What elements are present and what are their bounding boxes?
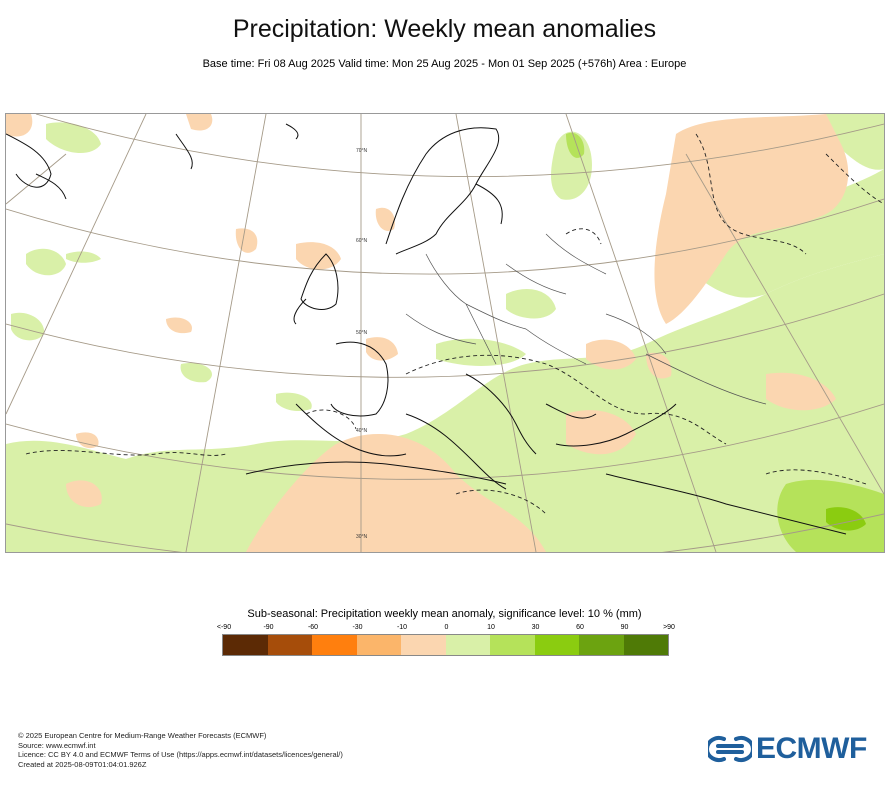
- country-borders: [405, 233, 767, 405]
- legend-swatch: [490, 635, 535, 655]
- legend-tick-label: 60: [576, 624, 584, 631]
- legend-swatch: [445, 635, 490, 655]
- coastlines: [6, 123, 847, 535]
- negative-anomaly-areas: [6, 114, 849, 552]
- legend-tick-label: 10: [487, 624, 495, 631]
- legend-swatch: [356, 635, 401, 655]
- footer-copyright: © 2025 European Centre for Medium-Range …: [18, 731, 267, 740]
- legend-tick-label: -10: [396, 624, 408, 631]
- ecmwf-logo[interactable]: ECMWF: [708, 733, 867, 765]
- significance-contours: [25, 133, 884, 515]
- legend-swatch: [534, 635, 579, 655]
- legend-swatch: [267, 635, 312, 655]
- legend-tick-label: >90: [663, 624, 675, 631]
- legend-tick-label: 90: [620, 624, 629, 631]
- chart-subtitle: Base time: Fri 08 Aug 2025 Valid time: M…: [202, 58, 687, 70]
- chart-title: Precipitation: Weekly mean anomalies: [232, 15, 657, 43]
- footer-credits: © 2025 European Centre for Medium-Range …: [18, 731, 343, 769]
- parallel-label-40n: 40°N: [356, 428, 368, 434]
- legend-title: Sub-seasonal: Precipitation weekly mean …: [247, 608, 642, 620]
- legend-tick-label: 0: [444, 624, 449, 631]
- legend-tick-label: -90: [263, 624, 274, 631]
- footer-created: Created at 2025-08-09T01:04:01.926Z: [18, 759, 147, 769]
- graticule: [6, 114, 884, 552]
- legend-tick-label: -60: [307, 624, 319, 631]
- precipitation-anomaly-map[interactable]: 70°N 60°N 50°N 40°N 30°N: [5, 113, 885, 553]
- legend-swatch: [401, 635, 446, 655]
- ecmwf-logo-icon: [708, 736, 752, 762]
- parallel-labels: 70°N 60°N 50°N 40°N 30°N: [356, 148, 368, 540]
- legend-labels: <-90 -90 -60 -30 -10 0 10 30 60 90 >90: [0, 623, 889, 635]
- legend-swatch: [579, 635, 624, 655]
- footer-licence: Licence: CC BY 4.0 and ECMWF Terms of Us…: [18, 750, 343, 759]
- parallel-label-50n: 50°N: [356, 330, 368, 336]
- legend-tick-label: 30: [531, 624, 540, 631]
- legend-tick-label: -30: [352, 624, 363, 631]
- parallel-label-60n: 60°N: [356, 238, 368, 244]
- ecmwf-logo-text: ECMWF: [756, 732, 867, 765]
- legend-swatch: [223, 635, 268, 655]
- legend-color-bar: [222, 634, 669, 656]
- legend-swatch: [312, 635, 357, 655]
- parallel-label-70n: 70°N: [356, 148, 368, 154]
- legend-swatch: [623, 635, 668, 655]
- legend-tick-label: <-90: [216, 624, 232, 631]
- footer-source: Source: www.ecmwf.int: [18, 740, 96, 750]
- parallel-label-30n: 30°N: [356, 534, 368, 540]
